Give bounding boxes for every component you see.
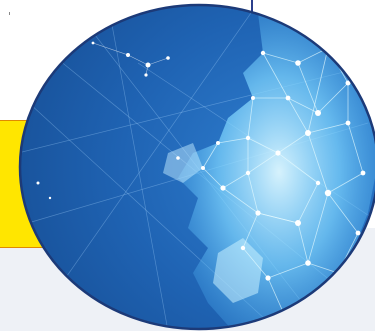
node-cluster [92, 42, 169, 76]
network-globe-illustration [18, 3, 375, 331]
globe-content [20, 5, 375, 329]
vertical-divider [251, 0, 253, 16]
network-nodes [36, 41, 366, 325]
small-mark [9, 12, 10, 15]
globe-outline [18, 3, 375, 331]
network-globe-icon [18, 3, 375, 331]
